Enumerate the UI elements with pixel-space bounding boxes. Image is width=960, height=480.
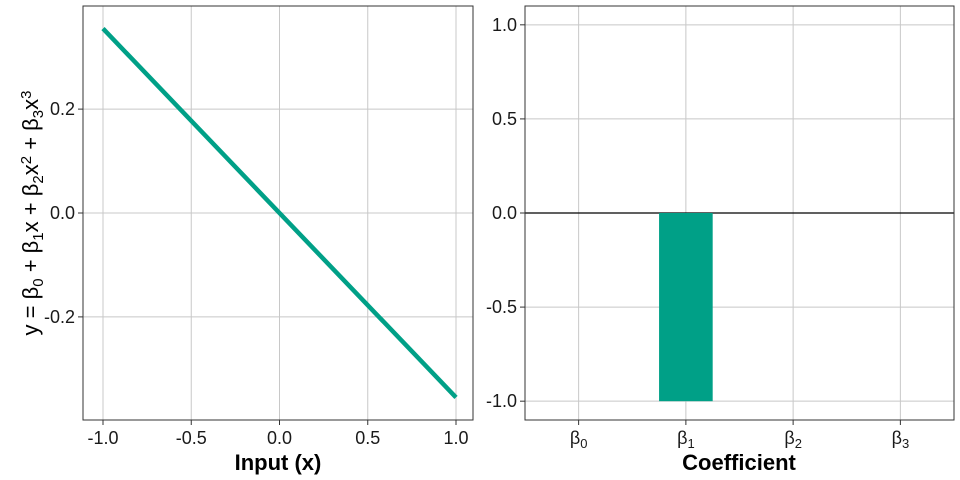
line-plot-x-ticks: -1.0 -0.5 0.0 0.5 1.0 xyxy=(87,420,469,448)
y-tick-label: -0.5 xyxy=(486,297,517,317)
y-tick-label: 0.0 xyxy=(50,203,75,223)
y-tick-label: -0.2 xyxy=(44,307,75,327)
line-plot-y-axis-title: y = β0 + β1x + β2x2 + β3x3 xyxy=(18,91,47,336)
bar-chart-x-ticks: β0 β1 β2 β3 xyxy=(570,420,909,451)
y-tick-label: 0.0 xyxy=(492,203,517,223)
x-tick-label: -0.5 xyxy=(176,428,207,448)
line-plot-panel: -1.0 -0.5 0.0 0.5 1.0 -0.2 0.0 0.2 Input (x) y… xyxy=(18,5,474,475)
x-tick-label: 0.0 xyxy=(267,428,292,448)
y-tick-label: 1.0 xyxy=(492,15,517,35)
line-plot-series xyxy=(101,27,458,399)
x-tick-label: β3 xyxy=(892,428,910,451)
bar-chart-x-axis-title: Coefficient xyxy=(682,450,796,475)
bar-chart-panel: β0 β1 β2 β3 -1.0 -0.5 0.0 0.5 1.0 Coefficient xyxy=(486,5,955,475)
line-plot-x-axis-title: Input (x) xyxy=(235,450,322,475)
x-tick-label: 0.5 xyxy=(355,428,380,448)
bar-chart-bars xyxy=(659,213,713,402)
bar xyxy=(659,213,713,402)
x-tick-label: β0 xyxy=(570,428,588,451)
x-tick-label: -1.0 xyxy=(87,428,118,448)
bar-chart-y-ticks: -1.0 -0.5 0.0 0.5 1.0 xyxy=(486,15,525,411)
y-tick-label: -1.0 xyxy=(486,391,517,411)
series-line xyxy=(101,27,458,399)
y-tick-label: 0.5 xyxy=(492,109,517,129)
x-tick-label: β1 xyxy=(677,428,695,451)
x-tick-label: 1.0 xyxy=(443,428,468,448)
y-tick-label: 0.2 xyxy=(50,99,75,119)
line-plot-y-ticks: -0.2 0.0 0.2 xyxy=(44,99,83,327)
x-tick-label: β2 xyxy=(784,428,802,451)
